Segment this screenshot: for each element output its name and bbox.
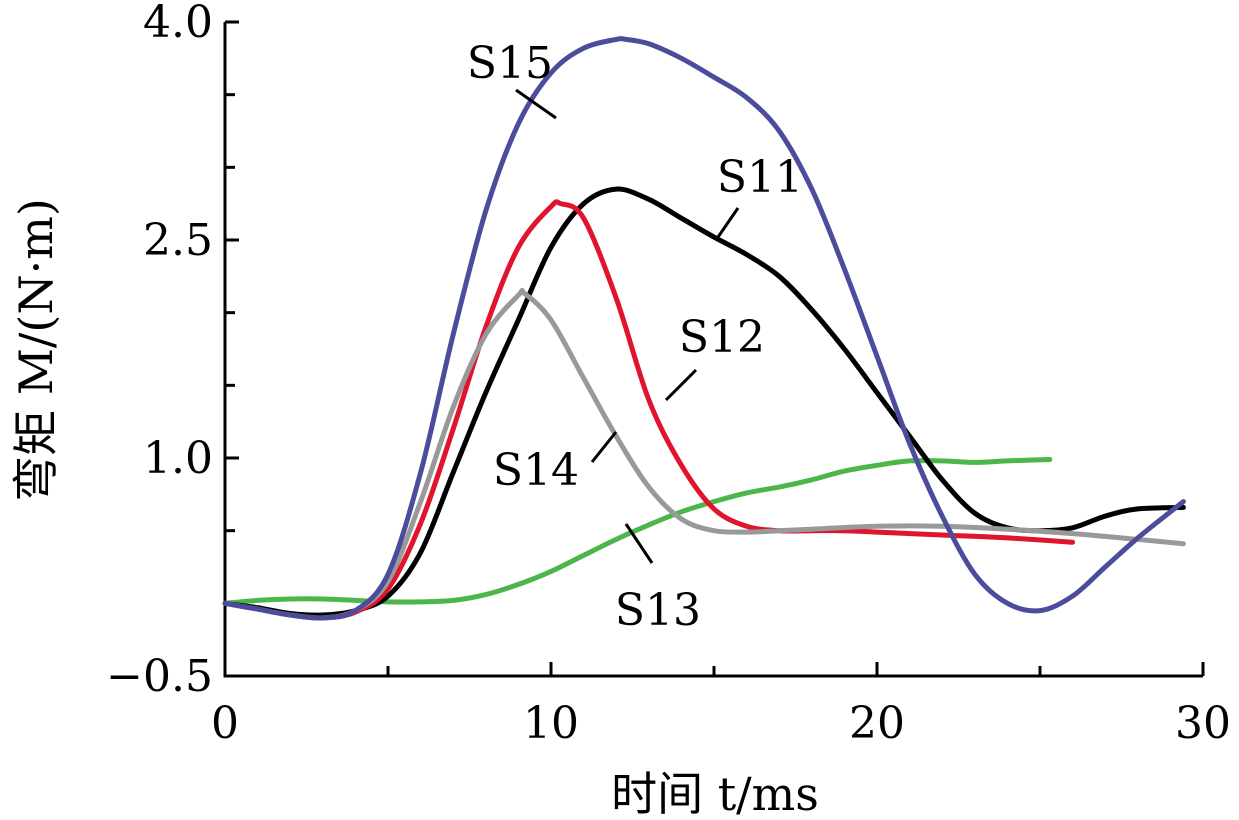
leader-line-s12 — [664, 368, 698, 402]
x-axis-title: 时间 t/ms — [611, 767, 819, 820]
y-tick-label: 1.0 — [143, 433, 213, 484]
series-line-s15 — [222, 36, 1186, 621]
series-label-s15: S15 — [467, 38, 553, 89]
x-tick-label: 0 — [211, 698, 239, 749]
series-group — [222, 36, 1186, 621]
series-label-s13: S13 — [615, 585, 701, 636]
leader-line-s14 — [590, 431, 618, 463]
leader-line-s13 — [624, 523, 654, 564]
series-labels: S15 S11 S12 S14 S13 — [467, 38, 803, 636]
y-tick-label: 4.0 — [143, 0, 213, 48]
axis-ticks: 0 10 20 30 −0.5 1.0 2.5 4.0 — [106, 0, 1231, 749]
y-tick-label: 2.5 — [143, 215, 213, 266]
x-tick-label: 10 — [523, 698, 579, 749]
series-label-s11: S11 — [717, 152, 803, 203]
series-label-s14: S14 — [493, 445, 579, 496]
leader-line-s11 — [714, 207, 740, 241]
y-axis-title: 弯矩 M/(N·m) — [9, 198, 63, 502]
x-tick-label: 20 — [849, 698, 905, 749]
y-tick-label: −0.5 — [106, 651, 213, 702]
series-label-s12: S12 — [679, 312, 765, 363]
series-line-s11 — [222, 186, 1186, 618]
label-leader-lines — [515, 88, 740, 564]
leader-line-s15 — [515, 88, 557, 120]
x-tick-label: 30 — [1175, 698, 1231, 749]
